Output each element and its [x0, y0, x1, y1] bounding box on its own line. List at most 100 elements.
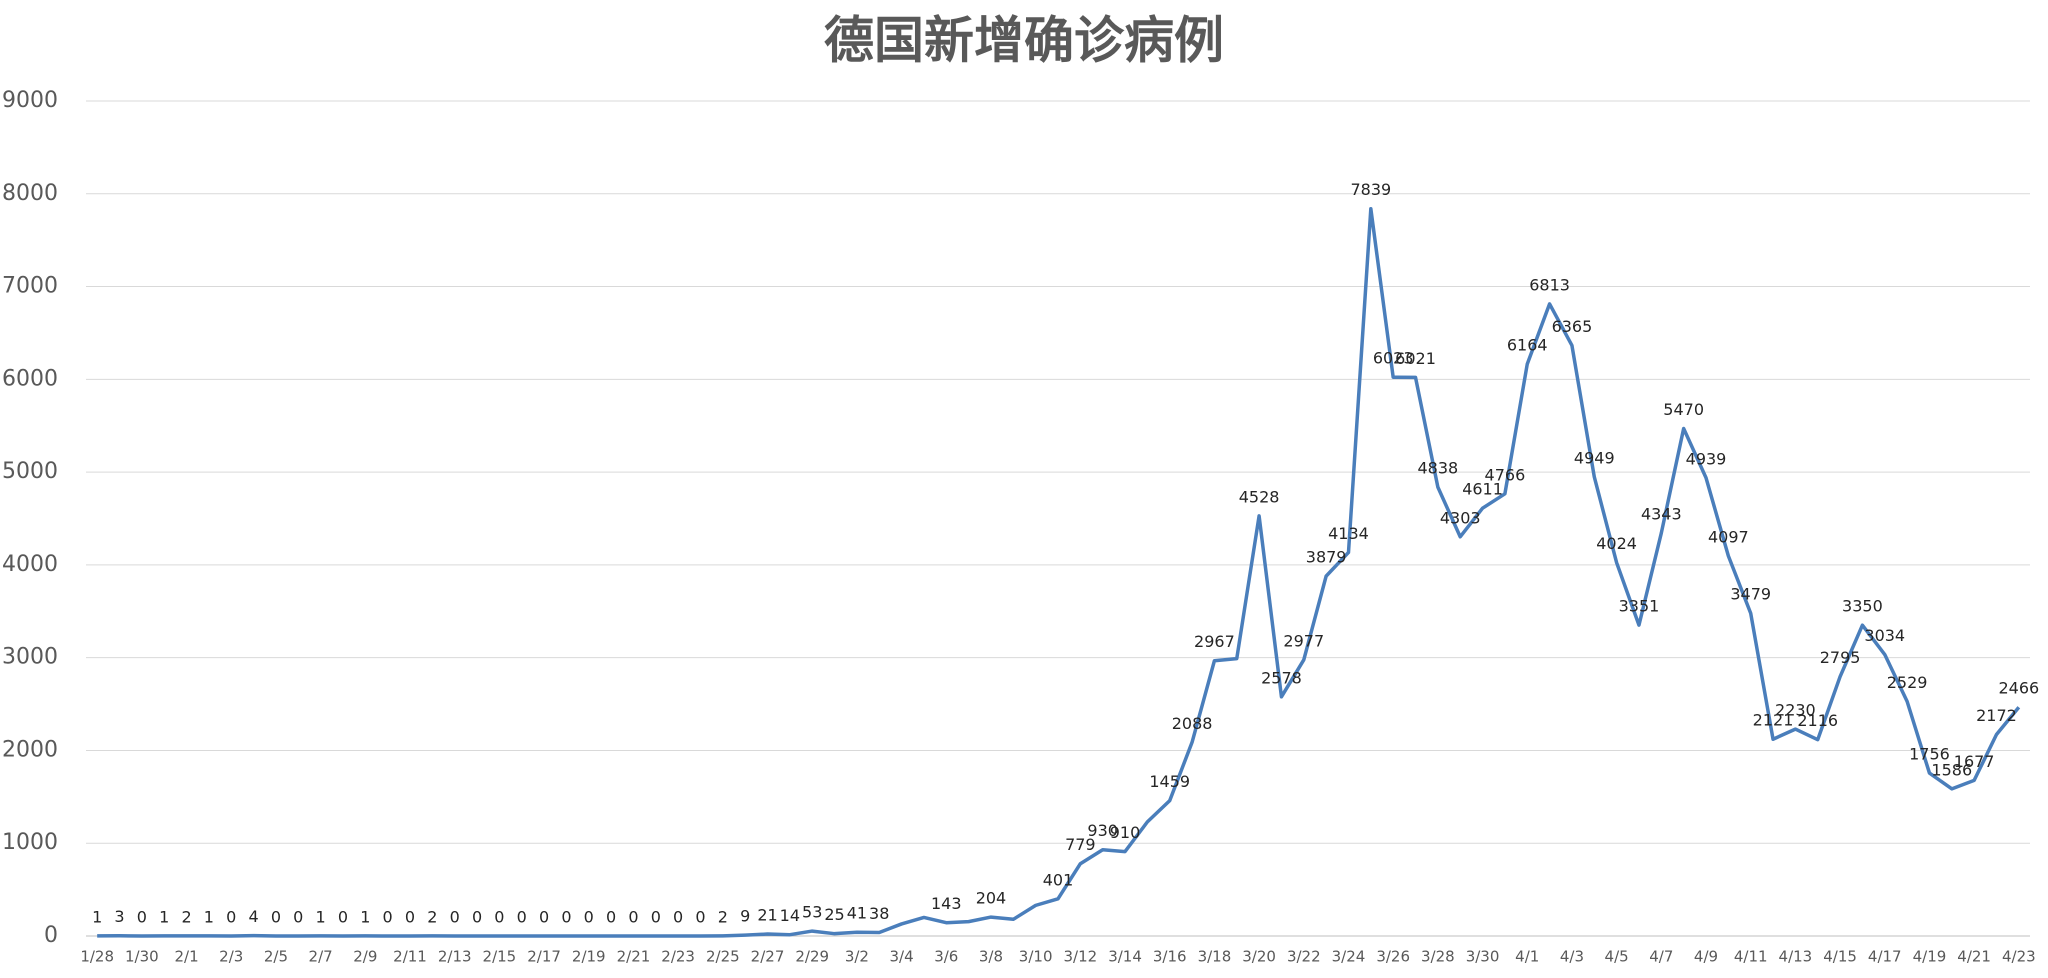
data-label: 4343: [1641, 505, 1682, 524]
data-label: 0: [606, 908, 616, 927]
x-tick-label: 4/13: [1779, 948, 1813, 966]
data-label: 4: [248, 907, 258, 926]
x-tick-label: 4/7: [1649, 948, 1673, 966]
x-tick-label: 2/19: [572, 948, 606, 966]
data-label: 4838: [1418, 459, 1459, 478]
data-label: 3479: [1730, 585, 1771, 604]
x-tick-label: 3/6: [934, 948, 958, 966]
data-label: 0: [539, 908, 549, 927]
data-label: 0: [338, 908, 348, 927]
data-label: 6023: [1373, 349, 1414, 368]
x-tick-label: 3/2: [845, 948, 869, 966]
x-tick-label: 2/17: [527, 948, 561, 966]
data-label: 0: [226, 908, 236, 927]
x-tick-label: 4/5: [1605, 948, 1629, 966]
data-label: 2230: [1775, 701, 1816, 720]
x-tick-label: 4/19: [1913, 948, 1947, 966]
x-tick-label: 2/7: [309, 948, 333, 966]
data-label: 3034: [1864, 626, 1905, 645]
x-tick-label: 3/10: [1019, 948, 1053, 966]
data-label: 401: [1043, 870, 1074, 889]
x-tick-label: 4/23: [2002, 948, 2036, 966]
data-label: 3879: [1306, 548, 1347, 567]
data-label: 143: [931, 894, 962, 913]
x-tick-label: 3/16: [1153, 948, 1187, 966]
x-tick-label: 2/15: [483, 948, 517, 966]
data-label: 4134: [1328, 524, 1369, 543]
data-label: 0: [494, 908, 504, 927]
x-tick-label: 2/9: [353, 948, 377, 966]
data-label: 7839: [1350, 180, 1391, 199]
y-tick-label: 0: [44, 923, 58, 948]
data-label: 2578: [1261, 668, 1302, 687]
data-label: 1: [204, 907, 214, 926]
data-label: 1586: [1931, 760, 1972, 779]
data-label: 1677: [1954, 752, 1995, 771]
data-label: 4939: [1686, 449, 1727, 468]
data-label: 21: [757, 906, 777, 925]
data-label: 1756: [1909, 745, 1950, 764]
data-label: 0: [472, 908, 482, 927]
data-label: 1459: [1149, 772, 1190, 791]
x-tick-label: 3/24: [1332, 948, 1366, 966]
x-tick-label: 4/21: [1957, 948, 1991, 966]
data-label: 4097: [1708, 527, 1749, 546]
data-label: 2: [718, 907, 728, 926]
data-label: 4949: [1574, 448, 1615, 467]
data-label: 2: [427, 907, 437, 926]
data-label: 38: [869, 904, 889, 923]
x-tick-label: 2/21: [617, 948, 651, 966]
x-tick-label: 4/1: [1515, 948, 1539, 966]
data-label: 0: [293, 908, 303, 927]
x-tick-label: 3/14: [1108, 948, 1142, 966]
data-label: 2: [181, 907, 191, 926]
data-label: 6813: [1529, 275, 1570, 294]
data-label: 0: [271, 908, 281, 927]
data-label: 4024: [1596, 534, 1637, 553]
line: [97, 206, 2021, 938]
data-label: 0: [405, 908, 415, 927]
data-label: 2529: [1887, 673, 1928, 692]
chart-title: 德国新增确诊病例: [824, 12, 1224, 70]
data-label: 0: [584, 908, 594, 927]
data-label: 14: [780, 906, 800, 925]
y-tick-label: 2000: [2, 737, 58, 762]
data-label: 9: [740, 907, 750, 926]
data-label: 2172: [1976, 706, 2017, 725]
x-tick-label: 1/28: [80, 948, 114, 966]
data-label: 5470: [1663, 400, 1704, 419]
data-label: 0: [628, 908, 638, 927]
data-label: 0: [651, 908, 661, 927]
x-tick-label: 2/27: [751, 948, 785, 966]
data-label: 3: [114, 907, 124, 926]
data-label: 25: [824, 905, 844, 924]
y-tick-label: 4000: [2, 552, 58, 577]
data-label: 1: [159, 907, 169, 926]
data-label: 1: [92, 907, 102, 926]
data-label: 4303: [1440, 508, 1481, 527]
x-tick-label: 3/22: [1287, 948, 1321, 966]
data-label: 2466: [1998, 679, 2039, 698]
y-tick-label: 5000: [2, 459, 58, 484]
x-tick-label: 4/15: [1823, 948, 1857, 966]
data-label: 0: [137, 908, 147, 927]
data-label: 3351: [1619, 597, 1660, 616]
y-tick-label: 3000: [2, 645, 58, 670]
data-label: 0: [695, 908, 705, 927]
x-tick-label: 4/17: [1868, 948, 1902, 966]
data-label: 0: [450, 908, 460, 927]
data-label: 910: [1110, 823, 1141, 842]
x-tick-label: 3/20: [1242, 948, 1276, 966]
data-label: 2967: [1194, 632, 1235, 651]
data-label: 779: [1065, 835, 1096, 854]
data-label: 2977: [1283, 631, 1324, 650]
data-label: 4611: [1462, 480, 1503, 499]
x-tick-label: 4/3: [1560, 948, 1584, 966]
x-tick-label: 3/8: [979, 948, 1003, 966]
data-label: 3350: [1842, 597, 1883, 616]
data-label: 1: [360, 907, 370, 926]
y-tick-label: 7000: [2, 274, 58, 299]
y-tick-label: 6000: [2, 366, 58, 391]
data-label: 6365: [1552, 317, 1593, 336]
